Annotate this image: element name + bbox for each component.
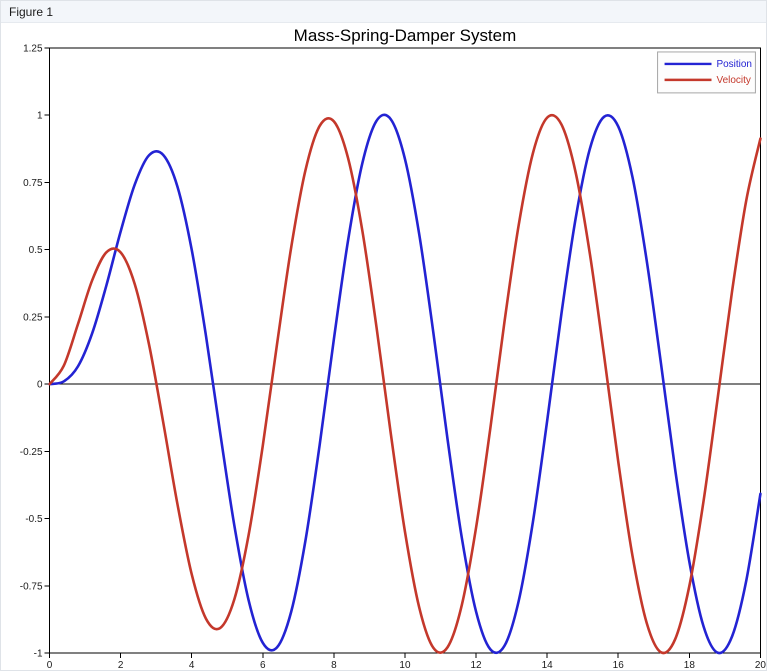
y-tick-label: 0 xyxy=(37,380,43,391)
y-tick-label: -0.75 xyxy=(20,581,43,592)
plot-svg: Mass-Spring-Damper System 0 2 4 6 8 10 12 14 16 1… xyxy=(20,26,767,671)
chart-title: Mass-Spring-Damper System xyxy=(294,26,517,45)
x-axis-ticks: 0 2 4 6 8 10 12 14 16 18 20 xyxy=(47,653,767,671)
x-tick-label: 0 xyxy=(47,660,53,671)
y-tick-label: 0.5 xyxy=(29,245,43,256)
curves-group xyxy=(48,113,762,655)
x-tick-label: 14 xyxy=(542,660,554,671)
legend-label-position: Position xyxy=(716,59,751,70)
x-tick-label: 16 xyxy=(613,660,625,671)
legend: Position Velocity xyxy=(657,51,756,94)
y-axis-ticks: 1.25 1 0.75 0.5 0.25 0 -0.25 -0.5 -0.75 -1 xyxy=(20,43,50,660)
chart-canvas: Mass-Spring-Damper System 0 2 4 6 8 10 12 14 16 1… xyxy=(1,23,767,671)
legend-box xyxy=(657,51,756,94)
x-tick-label: 2 xyxy=(118,660,124,671)
y-tick-label: 1 xyxy=(37,111,43,122)
x-tick-label: 20 xyxy=(755,660,767,671)
x-tick-label: 10 xyxy=(399,660,411,671)
y-tick-label: -0.25 xyxy=(20,447,43,458)
window-titlebar[interactable]: Figure 1 xyxy=(1,1,766,23)
curve-position xyxy=(48,113,762,655)
y-tick-label: -0.5 xyxy=(25,514,43,525)
curve-velocity xyxy=(48,113,762,655)
plot-box xyxy=(49,47,761,654)
y-tick-label: 1.25 xyxy=(23,43,43,54)
legend-label-velocity: Velocity xyxy=(716,75,750,86)
y-tick-label: 0.75 xyxy=(23,178,43,189)
x-tick-label: 12 xyxy=(471,660,483,671)
x-tick-label: 8 xyxy=(331,660,337,671)
x-tick-label: 6 xyxy=(260,660,266,671)
y-tick-label: 0.25 xyxy=(23,312,43,323)
x-tick-label: 18 xyxy=(684,660,696,671)
axes-group: 0 2 4 6 8 10 12 14 16 18 20 1.25 1 0.75 0.5 0.25 0 -0.25… xyxy=(20,43,767,671)
y-tick-label: -1 xyxy=(34,649,43,660)
window-title: Figure 1 xyxy=(9,4,54,19)
x-tick-label: 4 xyxy=(189,660,195,671)
